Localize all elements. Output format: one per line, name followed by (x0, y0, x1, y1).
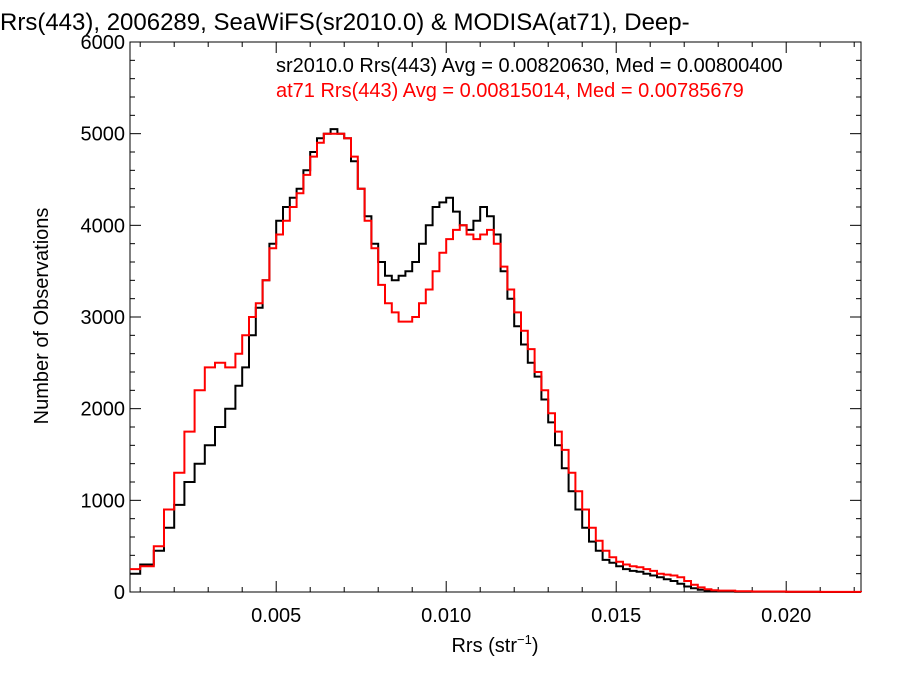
series-line-sr2010.0 (130, 128, 861, 593)
series-line-at71 (130, 132, 862, 593)
plot-frame (129, 41, 862, 593)
x-axis-label-superscript: −1 (517, 632, 532, 647)
chart-title: Rrs(443), 2006289, SeaWiFS(sr2010.0) & M… (0, 9, 690, 36)
y-tick-label: 5000 (81, 124, 126, 146)
annotation-series-1: sr2010.0 Rrs(443) Avg = 0.00820630, Med … (276, 55, 783, 77)
x-tick-label: 0.015 (591, 605, 641, 627)
y-tick-label: 1000 (81, 490, 126, 512)
y-axis-label: Number of Observations (31, 208, 53, 425)
x-tick-label: 0.020 (761, 605, 811, 627)
x-axis-label: Rrs (str−1) (451, 632, 538, 657)
y-tick-label: 2000 (81, 399, 126, 421)
plot-border (129, 41, 862, 593)
y-tick-label: 4000 (81, 215, 126, 237)
x-axis-label-main: Rrs (str (451, 635, 517, 657)
x-axis-ticks: 0.005 0.010 0.015 0.020 (139, 42, 855, 627)
x-tick-label: 0.005 (251, 605, 301, 627)
y-tick-label: 6000 (81, 32, 126, 54)
series-layer (130, 128, 862, 593)
annotation-series-2: at71 Rrs(443) Avg = 0.00815014, Med = 0.… (276, 80, 744, 102)
y-tick-label: 3000 (81, 307, 126, 329)
y-tick-label: 0 (114, 582, 125, 604)
y-axis-ticks: 0 1000 2000 3000 4000 5000 6000 (81, 32, 861, 604)
x-axis-label-close: ) (532, 635, 539, 657)
x-tick-label: 0.010 (421, 605, 471, 627)
